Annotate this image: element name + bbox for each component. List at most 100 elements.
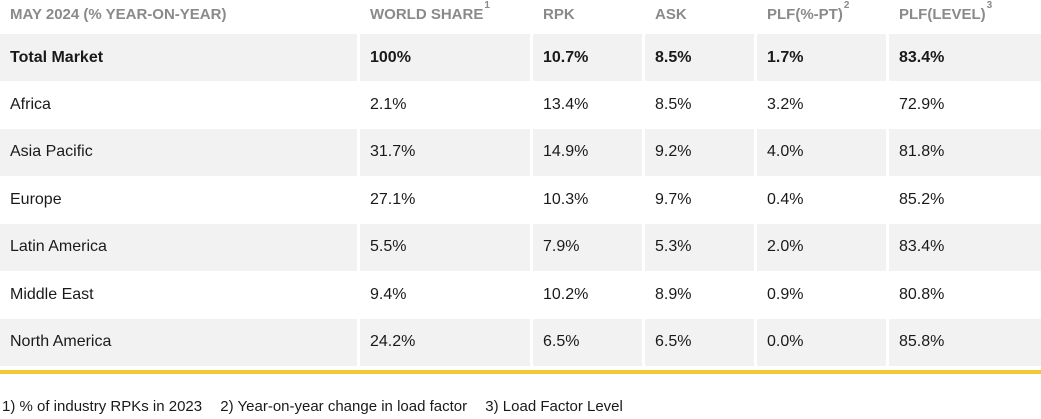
column-separator bbox=[754, 223, 757, 271]
table-cell: 7.9% bbox=[543, 238, 580, 256]
table-row: North America 24.2% 6.5% 6.5% 0.0% 85.8% bbox=[0, 318, 1041, 366]
table-cell: 83.4% bbox=[899, 48, 945, 66]
column-separator bbox=[754, 34, 757, 81]
column-header-label: PLF(%-PT) bbox=[767, 6, 843, 23]
region-label: Total Market bbox=[10, 48, 104, 66]
column-header: MAY 2024 (% YEAR-ON-YEAR) bbox=[0, 0, 357, 34]
table-row: Africa 2.1% 13.4% 8.5% 3.2% 72.9% bbox=[0, 81, 1041, 129]
column-separator bbox=[642, 176, 645, 224]
region-label: Africa bbox=[10, 95, 51, 113]
column-separator bbox=[642, 81, 645, 129]
column-separator bbox=[642, 223, 645, 271]
table-cell: 85.2% bbox=[899, 190, 945, 208]
column-header-label: WORLD SHARE bbox=[370, 6, 484, 23]
table-cell: 0.9% bbox=[767, 285, 804, 303]
column-header: PLF(%-PT) 2 bbox=[767, 0, 850, 24]
table-row: Middle East 9.4% 10.2% 8.9% 0.9% 80.8% bbox=[0, 271, 1041, 319]
table-row: Asia Pacific 31.7% 14.9% 9.2% 4.0% 81.8% bbox=[0, 128, 1041, 176]
table-cell: 10.7% bbox=[543, 48, 589, 66]
column-separator bbox=[530, 318, 533, 366]
table-cell: 10.2% bbox=[543, 285, 589, 303]
column-header-label: MAY 2024 (% YEAR-ON-YEAR) bbox=[10, 6, 227, 23]
column-separator bbox=[357, 318, 360, 366]
column-separator bbox=[886, 81, 889, 129]
table-cell: 8.5% bbox=[655, 95, 692, 113]
table-cell: 9.7% bbox=[655, 190, 692, 208]
column-separator bbox=[642, 271, 645, 319]
table-header-row: MAY 2024 (% YEAR-ON-YEAR) WORLD SHARE 1 RPK… bbox=[0, 0, 1041, 34]
table-cell: 2.0% bbox=[767, 238, 804, 256]
column-separator bbox=[754, 176, 757, 224]
column-header: WORLD SHARE 1 bbox=[370, 0, 490, 24]
column-header-label: PLF(LEVEL) bbox=[899, 6, 986, 23]
column-separator bbox=[530, 271, 533, 319]
column-separator bbox=[357, 81, 360, 129]
column-separator bbox=[754, 271, 757, 319]
table-cell: 3.2% bbox=[767, 95, 804, 113]
column-separator bbox=[357, 128, 360, 176]
region-label: Asia Pacific bbox=[10, 143, 93, 161]
column-separator bbox=[642, 128, 645, 176]
column-separator bbox=[754, 318, 757, 366]
column-separator bbox=[886, 128, 889, 176]
footnote-2: 2) Year-on-year change in load factor bbox=[220, 398, 468, 415]
table-cell: 81.8% bbox=[899, 143, 945, 161]
table-cell: 5.5% bbox=[370, 238, 407, 256]
column-separator bbox=[642, 318, 645, 366]
table-cell: 31.7% bbox=[370, 143, 416, 161]
column-separator bbox=[530, 176, 533, 224]
total-row: Total Market 100% 10.7% 8.5% 1.7% 83.4% bbox=[0, 34, 1041, 81]
data-table: MAY 2024 (% YEAR-ON-YEAR) WORLD SHARE 1 RPK… bbox=[0, 0, 1041, 366]
table-cell: 0.0% bbox=[767, 333, 804, 351]
column-separator bbox=[530, 81, 533, 129]
table-cell: 5.3% bbox=[655, 238, 692, 256]
region-label: North America bbox=[10, 333, 112, 351]
region-label: Latin America bbox=[10, 238, 107, 256]
column-separator bbox=[886, 223, 889, 271]
column-header-label: ASK bbox=[655, 6, 687, 23]
table-cell: 6.5% bbox=[655, 333, 692, 351]
table-cell: 0.4% bbox=[767, 190, 804, 208]
table-cell: 24.2% bbox=[370, 333, 416, 351]
footnote-1: 1) % of industry RPKs in 2023 bbox=[2, 398, 203, 415]
column-separator bbox=[886, 34, 889, 81]
table-cell: 13.4% bbox=[543, 95, 589, 113]
table-cell: 27.1% bbox=[370, 190, 416, 208]
table-cell: 2.1% bbox=[370, 95, 407, 113]
table-cell: 100% bbox=[370, 48, 411, 66]
table-cell: 4.0% bbox=[767, 143, 804, 161]
column-separator bbox=[530, 223, 533, 271]
table-cell: 9.4% bbox=[370, 285, 407, 303]
column-separator bbox=[754, 128, 757, 176]
table-cell: 85.8% bbox=[899, 333, 945, 351]
table-cell: 8.5% bbox=[655, 48, 692, 66]
table-cell: 14.9% bbox=[543, 143, 589, 161]
footnote-3: 3) Load Factor Level bbox=[485, 398, 623, 415]
footnotes: 1) % of industry RPKs in 2023 2) Year-on… bbox=[2, 398, 637, 415]
column-separator bbox=[754, 81, 757, 129]
column-separator bbox=[357, 176, 360, 224]
table-cell: 6.5% bbox=[543, 333, 580, 351]
table-cell: 1.7% bbox=[767, 48, 804, 66]
column-header: ASK bbox=[645, 0, 754, 34]
table-cell: 80.8% bbox=[899, 285, 945, 303]
column-separator bbox=[530, 34, 533, 81]
region-label: Middle East bbox=[10, 285, 94, 303]
table-cell: 9.2% bbox=[655, 143, 692, 161]
region-label: Europe bbox=[10, 190, 62, 208]
column-header: PLF(LEVEL) 3 bbox=[899, 0, 993, 24]
column-header-label: RPK bbox=[543, 6, 575, 23]
column-separator bbox=[886, 318, 889, 366]
column-separator bbox=[357, 34, 360, 81]
column-separator bbox=[886, 271, 889, 319]
table-cell: 10.3% bbox=[543, 190, 589, 208]
table-cell: 72.9% bbox=[899, 95, 945, 113]
table-cell: 83.4% bbox=[899, 238, 945, 256]
column-separator bbox=[357, 271, 360, 319]
table-bottom-rule bbox=[0, 370, 1041, 374]
table-row: Latin America 5.5% 7.9% 5.3% 2.0% 83.4% bbox=[0, 223, 1041, 271]
column-separator bbox=[530, 128, 533, 176]
table-row: Europe 27.1% 10.3% 9.7% 0.4% 85.2% bbox=[0, 176, 1041, 224]
column-separator bbox=[642, 34, 645, 81]
column-separator bbox=[357, 223, 360, 271]
